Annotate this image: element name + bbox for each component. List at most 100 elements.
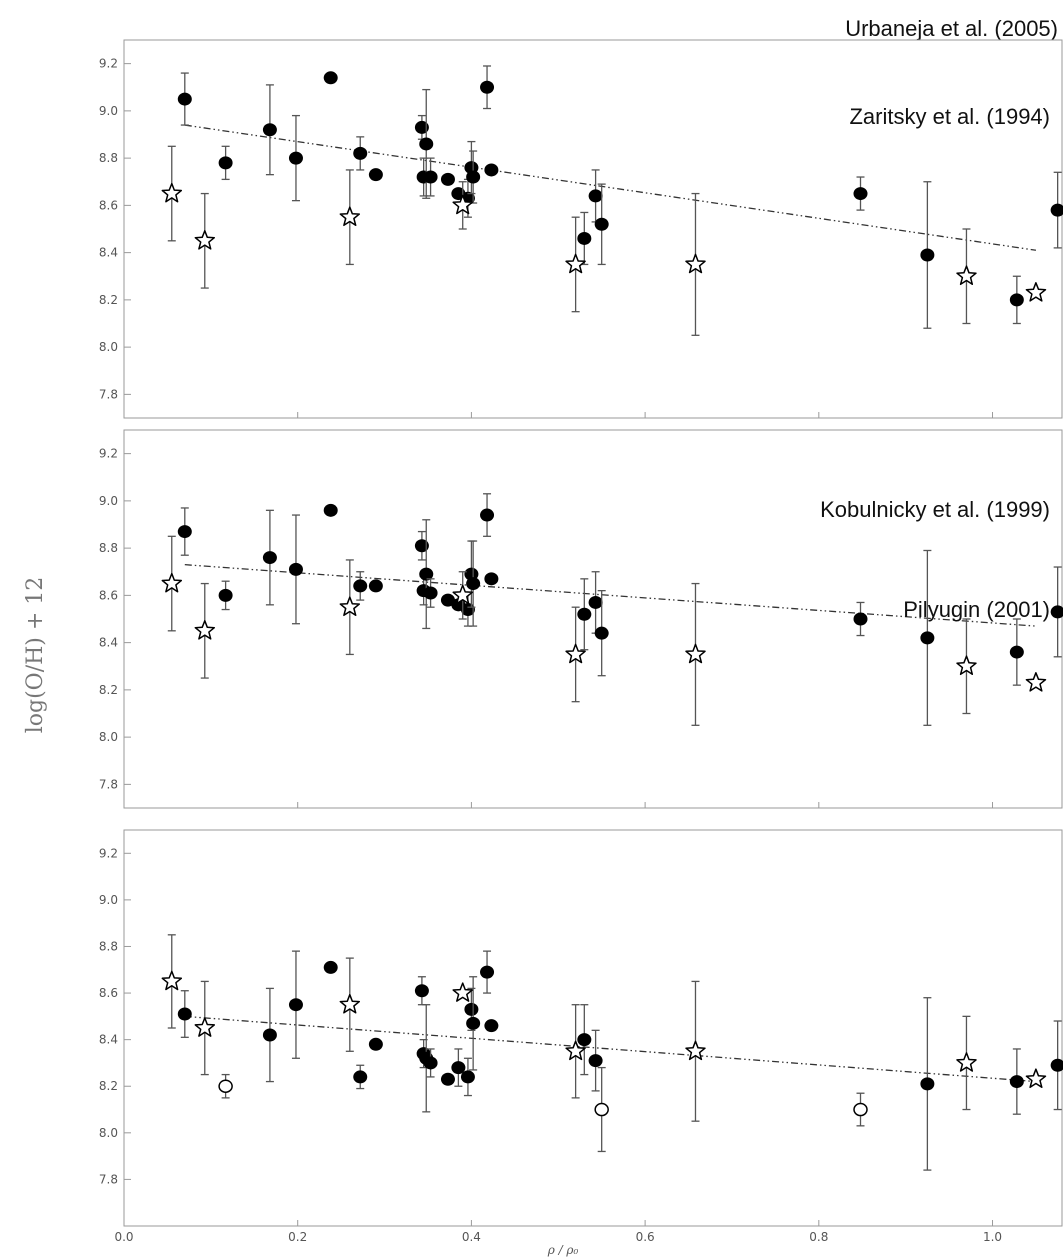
data-point — [480, 80, 495, 94]
y-tick-label: 8.6 — [99, 588, 118, 602]
star-point — [1025, 282, 1047, 302]
x-tick-label: 0.0 — [114, 1230, 133, 1244]
data-point — [466, 1016, 481, 1030]
data-point — [466, 577, 481, 591]
star-point — [161, 572, 183, 593]
y-tick-label: 8.8 — [99, 541, 118, 555]
star-point — [161, 182, 183, 203]
y-tick-label: 8.6 — [99, 986, 118, 1000]
data-point — [368, 168, 383, 182]
data-point — [440, 1072, 455, 1086]
star-point — [194, 1017, 216, 1037]
y-tick-label: 8.0 — [99, 340, 118, 354]
data-point — [920, 1077, 935, 1091]
data-point — [440, 593, 455, 607]
y-tick-label: 9.0 — [99, 104, 118, 118]
star-point — [339, 596, 361, 617]
filled-circle-series — [177, 493, 1063, 726]
data-point — [577, 1033, 592, 1047]
open-star-series — [161, 535, 1047, 726]
data-point — [464, 1002, 479, 1016]
y-tick-label: 9.0 — [99, 494, 118, 508]
data-point — [1050, 1058, 1063, 1072]
data-point — [288, 562, 303, 576]
x-tick-label: 1.0 — [983, 1230, 1002, 1244]
filled-circle-series — [177, 950, 1063, 1171]
data-point — [323, 503, 338, 517]
star-point — [1025, 672, 1047, 692]
star-point — [194, 230, 216, 250]
data-point — [920, 248, 935, 262]
data-point — [414, 120, 429, 134]
data-point-open — [853, 1102, 868, 1117]
panel-title: Pilyugin (2001) — [903, 597, 1050, 622]
y-tick-label: 8.0 — [99, 730, 118, 744]
y-tick-label: 7.8 — [99, 1172, 118, 1186]
data-point — [460, 1070, 475, 1084]
open-star-series — [161, 145, 1047, 336]
data-point — [920, 631, 935, 645]
data-point — [577, 607, 592, 621]
open-star-series — [161, 934, 1047, 1122]
data-point — [414, 539, 429, 553]
data-point — [177, 1007, 192, 1021]
filled-circle-series — [177, 65, 1063, 329]
data-point — [1009, 645, 1024, 659]
fit-line — [184, 1015, 1036, 1083]
data-point — [423, 1056, 438, 1070]
y-tick-label: 7.8 — [99, 387, 118, 401]
plot-frame — [123, 429, 1063, 809]
plot-frame — [123, 829, 1063, 1227]
y-tick-label: 9.2 — [99, 57, 118, 71]
data-point — [177, 92, 192, 106]
star-point — [685, 253, 706, 274]
y-tick-label: 9.2 — [99, 447, 118, 461]
data-point — [853, 612, 868, 626]
star-point — [194, 620, 216, 640]
data-point — [594, 626, 609, 640]
star-point — [452, 194, 473, 215]
data-point — [368, 1037, 383, 1051]
data-point — [484, 163, 499, 177]
panel-title: Kobulnicky et al. (1999) — [820, 497, 1050, 522]
star-point — [565, 643, 586, 664]
x-axis-label: ρ / ρ₀ — [547, 1243, 579, 1257]
star-point — [956, 655, 977, 676]
x-tick-label: 0.2 — [288, 1230, 307, 1244]
data-point — [480, 508, 495, 522]
star-point — [161, 970, 183, 991]
panel-1: 7.8 8.0 8.2 8.4 8.6 8.8 9.0 9.2 Zaritsky et al. … — [99, 39, 1063, 419]
y-tick-label: 8.4 — [99, 246, 118, 260]
star-point — [1025, 1068, 1047, 1089]
y-tick-label: 8.0 — [99, 1126, 118, 1140]
y-tick-label: 8.4 — [99, 636, 118, 650]
data-point — [323, 71, 338, 85]
open-circle-series — [218, 1066, 868, 1153]
fit-line — [184, 124, 1037, 251]
y-tick-label: 8.2 — [99, 683, 118, 697]
data-point — [323, 960, 338, 974]
data-point — [1009, 1075, 1024, 1089]
data-point — [466, 170, 481, 184]
data-point — [594, 217, 609, 231]
panel-2: 7.8 8.0 8.2 8.4 8.6 8.8 9.0 9.2 Kobulnicky et al… — [99, 429, 1063, 809]
data-point — [177, 525, 192, 539]
x-tick-label: 0.4 — [462, 1230, 481, 1244]
star-point — [565, 1040, 586, 1061]
data-point — [368, 579, 383, 593]
data-point — [353, 1070, 368, 1084]
panels: 7.8 8.0 8.2 8.4 8.6 8.8 9.0 9.2 Zaritsky et al. … — [99, 39, 1063, 1244]
star-point — [339, 993, 361, 1014]
data-point — [419, 567, 434, 581]
data-point — [423, 586, 438, 600]
data-point — [414, 984, 429, 998]
data-point — [484, 1019, 499, 1033]
star-point — [565, 253, 586, 274]
y-tick-label: 8.4 — [99, 1033, 118, 1047]
data-point-open — [594, 1102, 609, 1117]
data-point — [1050, 605, 1063, 619]
data-point — [588, 595, 603, 609]
data-point — [480, 965, 495, 979]
y-tick-label: 8.8 — [99, 151, 118, 165]
